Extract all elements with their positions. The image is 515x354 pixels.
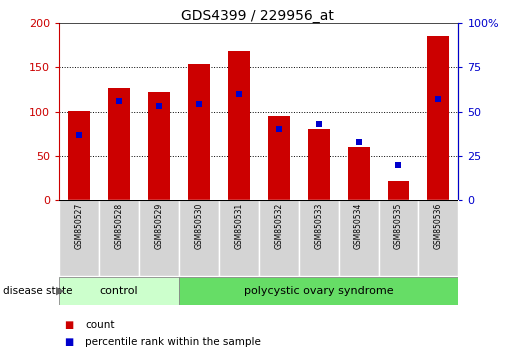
Bar	[179, 277, 458, 305]
Text: GSM850533: GSM850533	[314, 203, 323, 250]
Bar	[188, 64, 210, 200]
Point	[195, 102, 203, 107]
Point	[315, 121, 323, 127]
Point	[354, 139, 363, 144]
FancyBboxPatch shape	[99, 200, 139, 276]
FancyBboxPatch shape	[59, 200, 99, 276]
Point	[75, 132, 83, 137]
Bar	[427, 36, 450, 200]
Text: GSM850528: GSM850528	[115, 203, 124, 249]
Bar	[268, 116, 290, 200]
FancyBboxPatch shape	[299, 200, 339, 276]
FancyBboxPatch shape	[339, 200, 379, 276]
Text: count: count	[85, 320, 114, 330]
Point	[274, 126, 283, 132]
Text: GSM850531: GSM850531	[234, 203, 243, 249]
Point	[235, 91, 243, 97]
Text: disease state: disease state	[3, 286, 72, 296]
FancyBboxPatch shape	[418, 200, 458, 276]
Bar	[228, 51, 250, 200]
Point	[115, 98, 123, 104]
FancyBboxPatch shape	[179, 200, 219, 276]
Text: ▶: ▶	[56, 286, 64, 296]
Text: ■: ■	[64, 320, 74, 330]
Text: GSM850536: GSM850536	[434, 203, 443, 250]
Text: GDS4399 / 229956_at: GDS4399 / 229956_at	[181, 9, 334, 23]
Bar	[387, 181, 409, 200]
Point	[434, 96, 442, 102]
Text: control: control	[100, 286, 139, 296]
Point	[394, 162, 403, 167]
Text: GSM850535: GSM850535	[394, 203, 403, 250]
Point	[155, 103, 163, 109]
Text: GSM850527: GSM850527	[75, 203, 83, 249]
Bar	[307, 129, 330, 200]
Bar	[108, 88, 130, 200]
Bar	[148, 92, 170, 200]
FancyBboxPatch shape	[379, 200, 418, 276]
Bar	[59, 277, 179, 305]
Bar	[348, 147, 370, 200]
FancyBboxPatch shape	[259, 200, 299, 276]
Text: ■: ■	[64, 337, 74, 347]
Text: GSM850529: GSM850529	[154, 203, 163, 249]
FancyBboxPatch shape	[219, 200, 259, 276]
FancyBboxPatch shape	[139, 200, 179, 276]
Bar	[68, 110, 90, 200]
Text: GSM850532: GSM850532	[274, 203, 283, 249]
Text: polycystic ovary syndrome: polycystic ovary syndrome	[244, 286, 393, 296]
Text: percentile rank within the sample: percentile rank within the sample	[85, 337, 261, 347]
Text: GSM850534: GSM850534	[354, 203, 363, 250]
Text: GSM850530: GSM850530	[195, 203, 203, 250]
